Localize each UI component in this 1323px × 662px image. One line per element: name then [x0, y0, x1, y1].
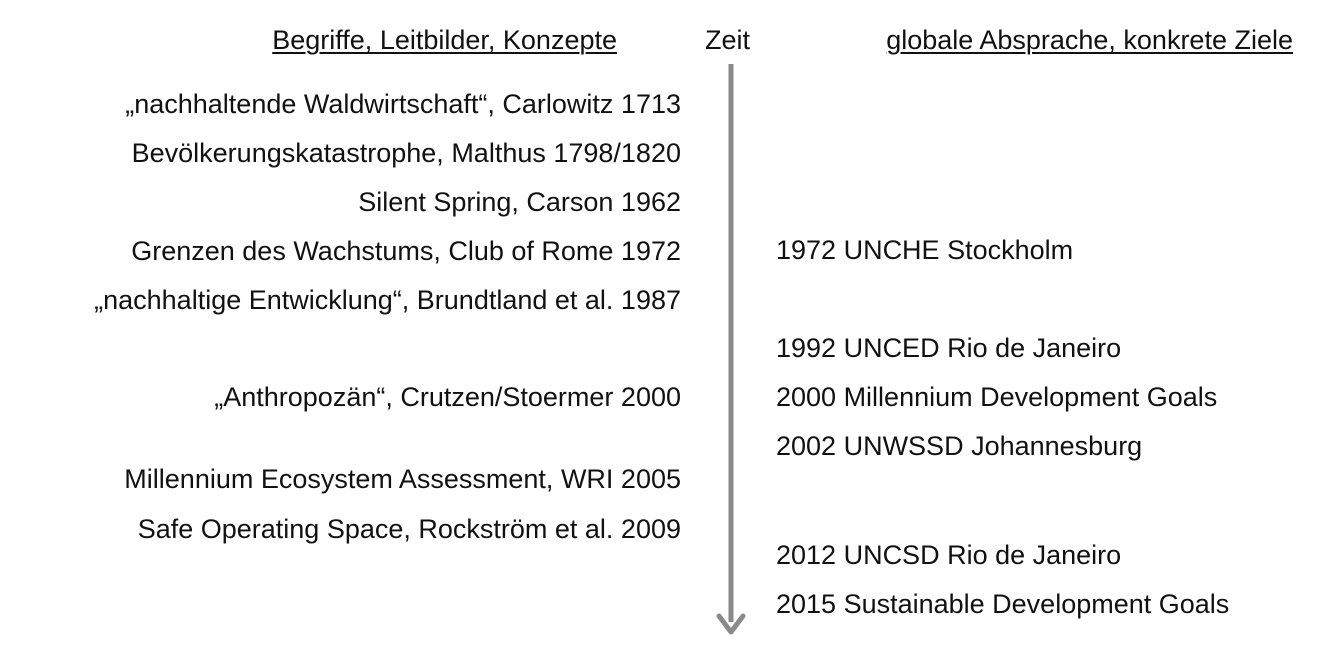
agreement-item: 2012 UNCSD Rio de Janeiro — [776, 540, 1122, 570]
agreement-item: 2000 Millennium Development Goals — [776, 382, 1218, 412]
timeline-arrow — [716, 64, 746, 635]
header-agreements: globale Absprache, konkrete Ziele — [886, 25, 1293, 55]
concept-item: „Anthropozän“, Crutzen/Stoermer 2000 — [214, 382, 681, 412]
concept-item: „nachhaltende Waldwirtschaft“, Carlowitz… — [125, 89, 681, 119]
concept-item: Millennium Ecosystem Assessment, WRI 200… — [124, 464, 681, 494]
timeline-arrow-head — [716, 613, 746, 635]
concept-item: Grenzen des Wachstums, Club of Rome 1972 — [131, 236, 681, 266]
concept-item: Silent Spring, Carson 1962 — [358, 187, 681, 217]
agreement-item: 2002 UNWSSD Johannesburg — [776, 431, 1143, 461]
agreement-item: 1992 UNCED Rio de Janeiro — [776, 333, 1122, 363]
concept-item: Bevölkerungskatastrophe, Malthus 1798/18… — [131, 138, 681, 168]
header-concepts: Begriffe, Leitbilder, Konzepte — [272, 25, 617, 55]
agreement-item: 2015 Sustainable Development Goals — [776, 589, 1230, 619]
header-time: Zeit — [705, 25, 751, 55]
agreement-item: 1972 UNCHE Stockholm — [776, 235, 1074, 265]
concept-item: Safe Operating Space, Rockström et al. 2… — [137, 514, 681, 544]
concept-item: „nachhaltige Entwicklung“, Brundtland et… — [94, 285, 681, 315]
